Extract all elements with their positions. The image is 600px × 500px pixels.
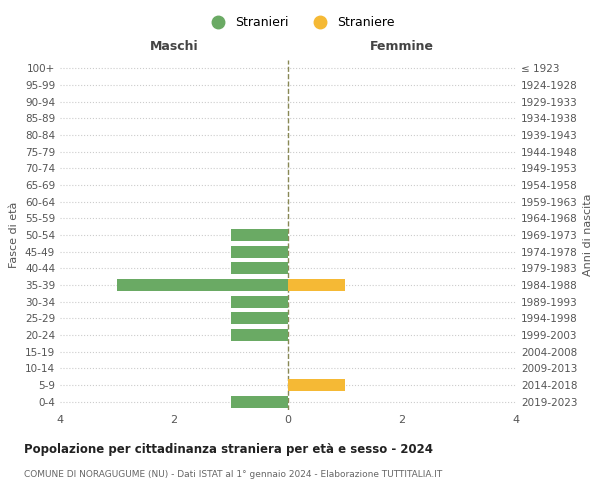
Bar bbox=[231, 312, 288, 324]
Bar bbox=[117, 279, 288, 291]
Bar bbox=[231, 262, 288, 274]
Text: COMUNE DI NORAGUGUME (NU) - Dati ISTAT al 1° gennaio 2024 - Elaborazione TUTTITA: COMUNE DI NORAGUGUME (NU) - Dati ISTAT a… bbox=[24, 470, 442, 479]
Y-axis label: Anni di nascita: Anni di nascita bbox=[583, 194, 593, 276]
Text: Popolazione per cittadinanza straniera per età e sesso - 2024: Popolazione per cittadinanza straniera p… bbox=[24, 442, 433, 456]
Text: Femmine: Femmine bbox=[370, 40, 434, 53]
Bar bbox=[231, 296, 288, 308]
Bar bbox=[288, 379, 345, 391]
Bar bbox=[231, 396, 288, 407]
Y-axis label: Fasce di età: Fasce di età bbox=[10, 202, 19, 268]
Bar bbox=[288, 279, 345, 291]
Bar bbox=[231, 229, 288, 241]
Bar bbox=[231, 246, 288, 258]
Bar bbox=[231, 329, 288, 341]
Legend: Stranieri, Straniere: Stranieri, Straniere bbox=[200, 11, 400, 34]
Text: Maschi: Maschi bbox=[149, 40, 199, 53]
